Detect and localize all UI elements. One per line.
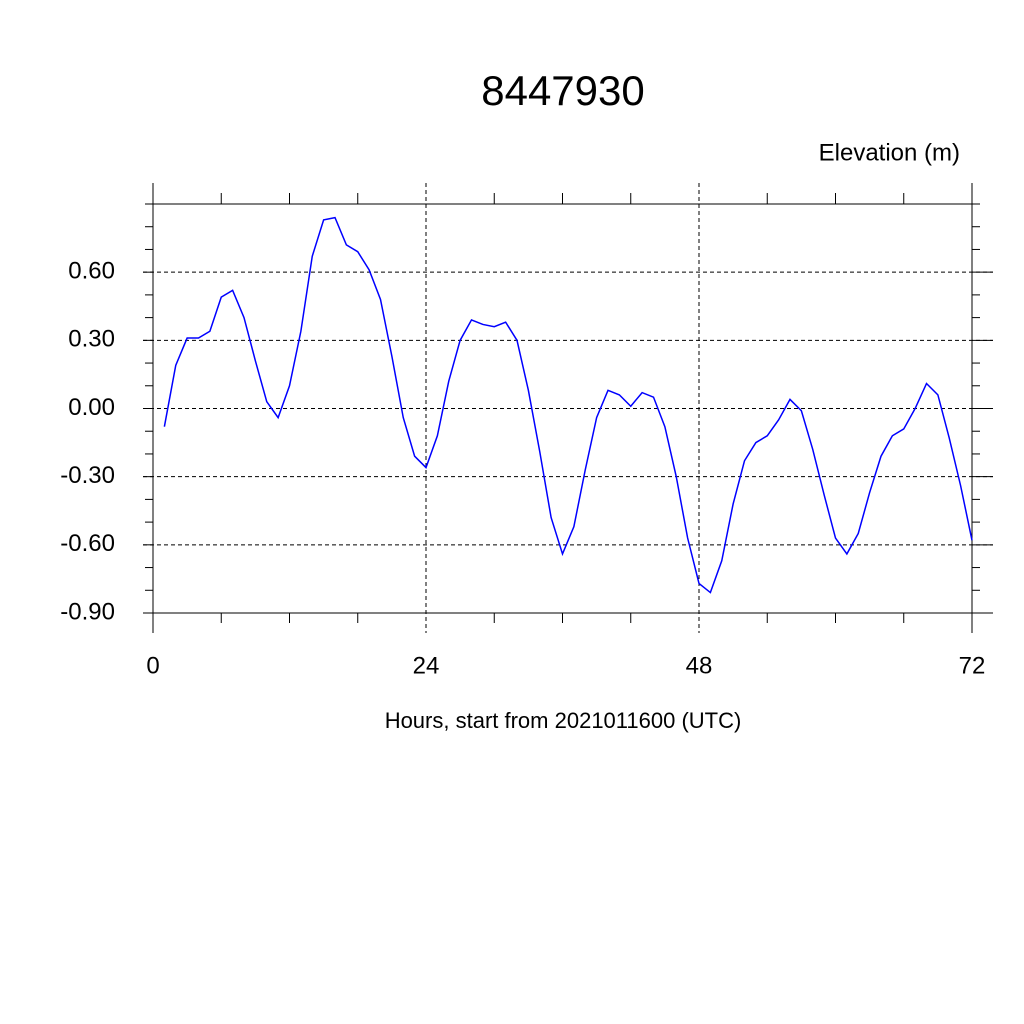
y-axis-label: Elevation (m)	[819, 139, 960, 166]
y-tick-label: 0.60	[68, 258, 115, 285]
data-line	[163, 216, 973, 594]
x-tick-label: 24	[413, 652, 440, 679]
x-tick-label: 0	[146, 652, 159, 679]
x-axis-label: Hours, start from 2021011600 (UTC)	[385, 708, 742, 733]
y-tick-label: -0.30	[60, 462, 115, 489]
y-tick-label: -0.90	[60, 598, 115, 625]
y-tick-label: 0.30	[68, 326, 115, 353]
x-tick-label: 72	[959, 652, 986, 679]
chart-title: 8447930	[481, 67, 645, 114]
y-tick-label: -0.60	[60, 530, 115, 557]
y-tick-label: 0.00	[68, 394, 115, 421]
x-tick-label: 48	[686, 652, 713, 679]
